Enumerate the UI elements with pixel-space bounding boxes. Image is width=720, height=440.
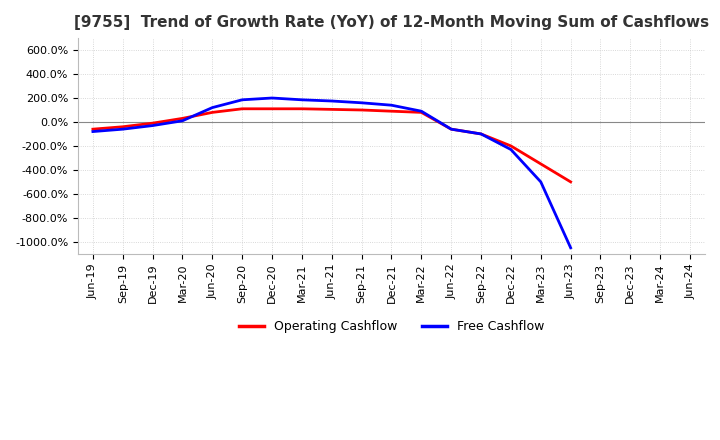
Legend: Operating Cashflow, Free Cashflow: Operating Cashflow, Free Cashflow: [233, 315, 549, 338]
Title: [9755]  Trend of Growth Rate (YoY) of 12-Month Moving Sum of Cashflows: [9755] Trend of Growth Rate (YoY) of 12-…: [74, 15, 709, 30]
